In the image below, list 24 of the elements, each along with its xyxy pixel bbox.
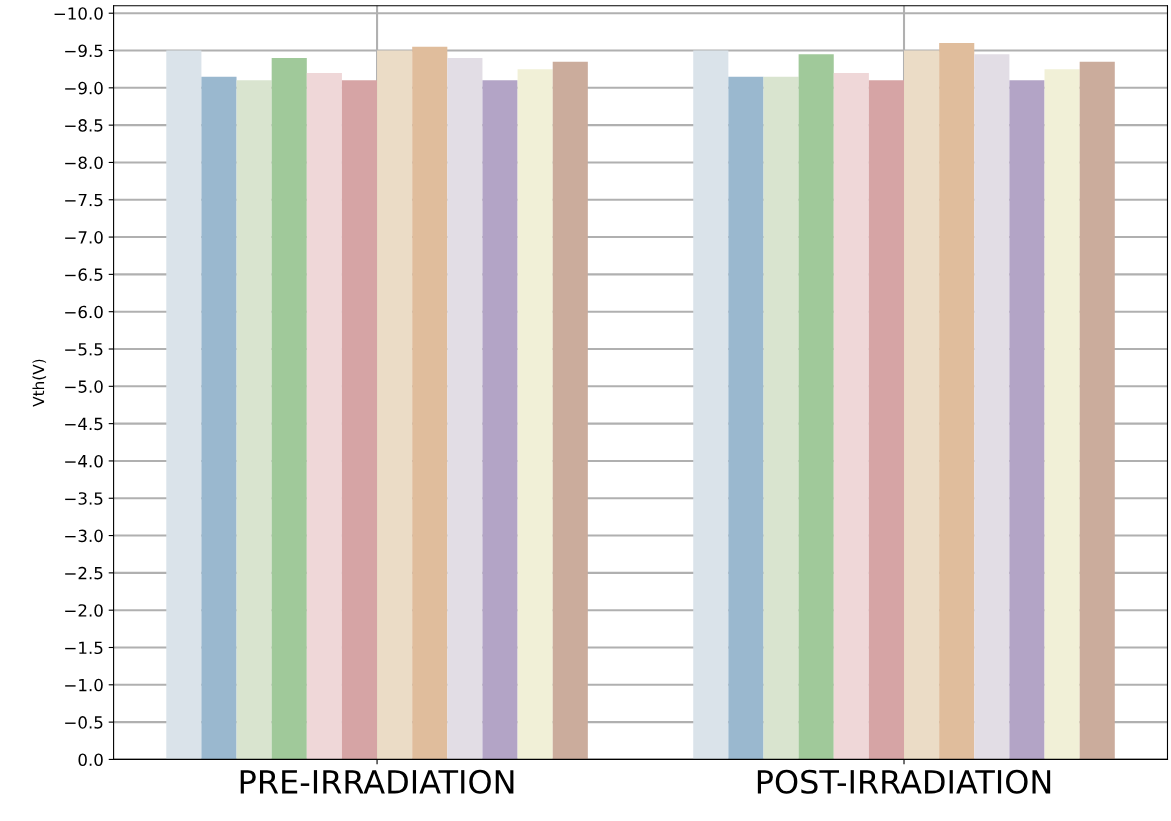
y-tick-label: −5.0 bbox=[65, 380, 103, 393]
x-tick-label: POST-IRRADIATION bbox=[757, 769, 1051, 794]
y-tick-label: −7.0 bbox=[65, 231, 103, 244]
y-tick-label: −10.0 bbox=[54, 7, 103, 20]
y-tick-label: −2.5 bbox=[65, 566, 103, 580]
y-axis-title: Vth(V) bbox=[32, 359, 47, 407]
y-tick-label: −1.0 bbox=[65, 678, 103, 692]
y-tick-label: −9.5 bbox=[65, 44, 103, 58]
y-tick-label: −8.5 bbox=[65, 119, 103, 132]
y-tick-label: −5.5 bbox=[65, 343, 103, 356]
y-tick-label: −4.0 bbox=[65, 454, 103, 468]
y-tick-label: −3.5 bbox=[65, 492, 103, 505]
y-tick-label: −7.5 bbox=[65, 193, 103, 207]
y-tick-label: −2.0 bbox=[65, 604, 103, 617]
y-tick-label: −3.0 bbox=[65, 529, 103, 543]
y-tick-label: 0.0 bbox=[78, 753, 103, 766]
y-tick-label: −8.0 bbox=[65, 156, 103, 170]
y-tick-label: −9.0 bbox=[65, 81, 103, 95]
y-tick-label: −6.0 bbox=[65, 305, 103, 319]
y-tick-label: −6.5 bbox=[65, 268, 103, 281]
y-tick-label: −1.5 bbox=[65, 641, 103, 655]
y-tick-label: −0.5 bbox=[65, 716, 103, 729]
x-tick-label: PRE-IRRADIATION bbox=[240, 769, 514, 794]
y-tick-label: −4.5 bbox=[65, 417, 103, 431]
